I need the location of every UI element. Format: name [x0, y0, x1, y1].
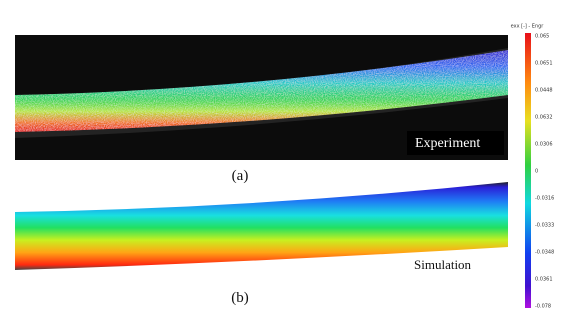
- colorbar-tick-label: 0.0306: [535, 142, 553, 148]
- colorbar: [525, 33, 531, 308]
- panel-caption: Experiment: [415, 136, 480, 151]
- colorbar-ticks: 0.065 0.0651 0.0448 0.0632 0.0306 0 -0.0316 -0.…: [535, 34, 554, 310]
- colorbar-tick-label: 0: [535, 169, 538, 175]
- colorbar-tick-label: 0.0632: [535, 115, 553, 121]
- colorbar-tick-label: 0.0448: [535, 88, 553, 94]
- strain-band: [15, 50, 508, 132]
- colorbar-tick-label: -0.0316: [535, 196, 554, 202]
- panel-label: (a): [232, 168, 249, 184]
- colorbar-tick-label: -0.0333: [535, 223, 554, 229]
- colorbar-tick-label: 0.0361: [535, 277, 553, 283]
- panel-label: (b): [231, 290, 249, 306]
- colorbar-tick-label: -0.078: [535, 304, 551, 310]
- caption-box: [407, 131, 504, 155]
- panel-caption: Simulation: [414, 257, 472, 272]
- colorbar-tick-label: 0.065: [535, 34, 549, 40]
- colorbar-tick-label: -0.0348: [535, 250, 554, 256]
- colorbar-tick-label: 0.0651: [535, 61, 553, 67]
- simulation-band: [15, 182, 508, 270]
- colorbar-title: exx [-] - Engr: [511, 24, 545, 30]
